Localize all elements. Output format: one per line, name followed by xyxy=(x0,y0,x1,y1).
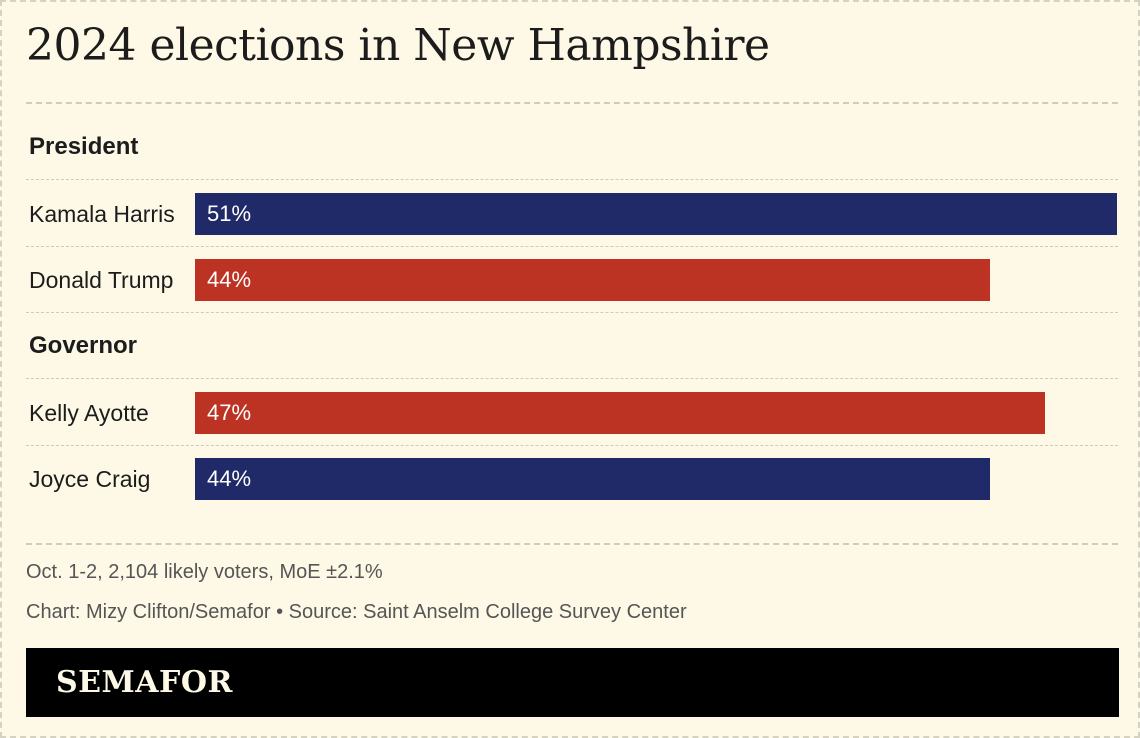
bar-value-donald-trump: 44% xyxy=(207,267,252,292)
chart-credit: Chart: Mizy Clifton/Semafor • Source: Sa… xyxy=(26,601,687,623)
title-divider xyxy=(26,102,1118,104)
bar-label-kamala-harris: Kamala Harris xyxy=(29,201,175,227)
row-divider xyxy=(26,445,1118,446)
bar-label-donald-trump: Donald Trump xyxy=(29,267,174,293)
survey-note: Oct. 1-2, 2,104 likely voters, MoE ±2.1% xyxy=(26,561,383,583)
bar-kelly-ayotte: 47% xyxy=(195,392,1045,434)
row-divider xyxy=(26,312,1118,313)
footer-divider xyxy=(26,543,1118,545)
bar-label-kelly-ayotte: Kelly Ayotte xyxy=(29,400,149,426)
bar-label-joyce-craig: Joyce Craig xyxy=(29,466,151,492)
row-divider xyxy=(26,378,1118,379)
bar-joyce-craig: 44% xyxy=(195,458,990,500)
brand-bar: SEMAFOR xyxy=(26,648,1119,717)
bar-value-kamala-harris: 51% xyxy=(207,201,252,226)
row-divider xyxy=(26,246,1118,247)
bar-value-kelly-ayotte: 47% xyxy=(207,400,252,425)
chart-title: 2024 elections in New Hampshire xyxy=(26,20,770,71)
bar-donald-trump: 44% xyxy=(195,259,990,301)
semafor-logo: SEMAFOR xyxy=(56,665,233,700)
group-label-president: President xyxy=(29,133,139,160)
row-divider xyxy=(26,179,1118,180)
bar-kamala-harris: 51% xyxy=(195,193,1117,235)
bar-value-joyce-craig: 44% xyxy=(207,466,252,491)
group-label-governor: Governor xyxy=(29,332,138,359)
